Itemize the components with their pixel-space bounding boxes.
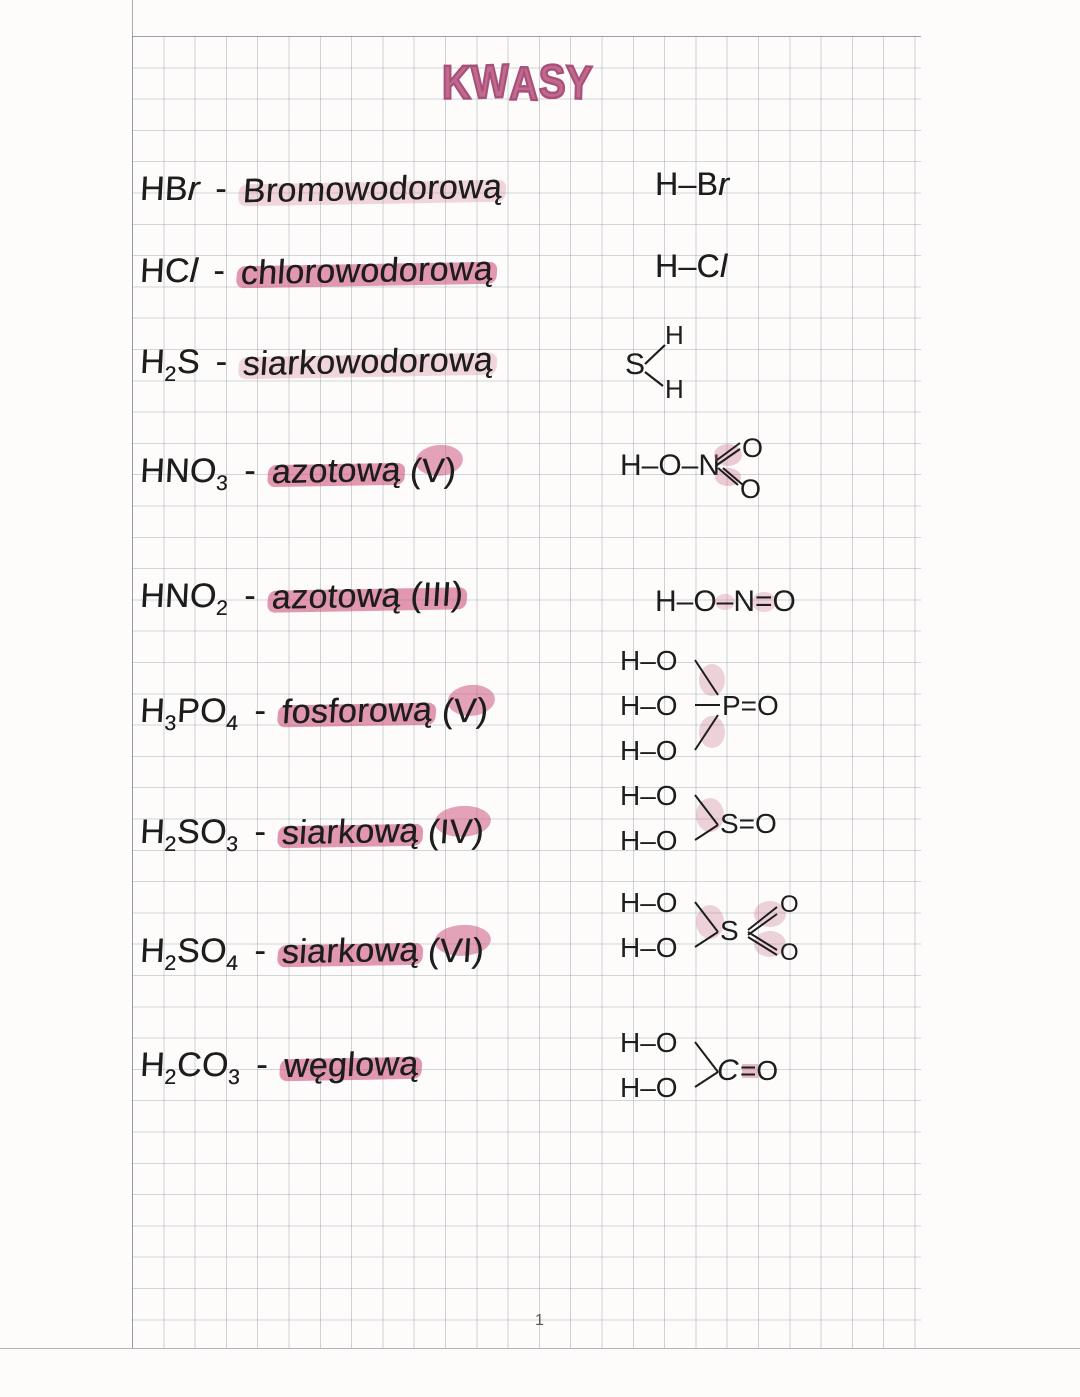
svg-text:H–O: H–O xyxy=(620,825,678,856)
svg-text:H–O: H–O xyxy=(620,735,678,766)
svg-text:H–O–N=O: H–O–N=O xyxy=(655,585,796,618)
svg-text:H–O: H–O xyxy=(620,645,678,676)
svg-text:O: O xyxy=(742,435,763,463)
svg-text:C: C xyxy=(717,1054,739,1087)
svg-text:H–O: H–O xyxy=(620,1027,678,1058)
svg-text:S=O: S=O xyxy=(720,808,777,839)
svg-text:O: O xyxy=(740,474,761,504)
svg-text:H: H xyxy=(665,374,684,404)
svg-text:H–O: H–O xyxy=(620,932,678,963)
svg-text:H–O–N: H–O–N xyxy=(620,449,720,482)
svg-text:S: S xyxy=(720,915,739,946)
svg-text:P=O: P=O xyxy=(722,690,779,721)
svg-text:O: O xyxy=(780,939,799,966)
svg-text:S: S xyxy=(625,348,645,381)
svg-text:H–O: H–O xyxy=(620,780,678,811)
svg-text:H: H xyxy=(665,320,684,350)
svg-text:O: O xyxy=(780,891,799,918)
svg-text:=O: =O xyxy=(740,1055,778,1086)
svg-text:H–O: H–O xyxy=(620,887,678,918)
svg-text:H–O: H–O xyxy=(620,690,678,721)
svg-text:H–O: H–O xyxy=(620,1072,678,1103)
